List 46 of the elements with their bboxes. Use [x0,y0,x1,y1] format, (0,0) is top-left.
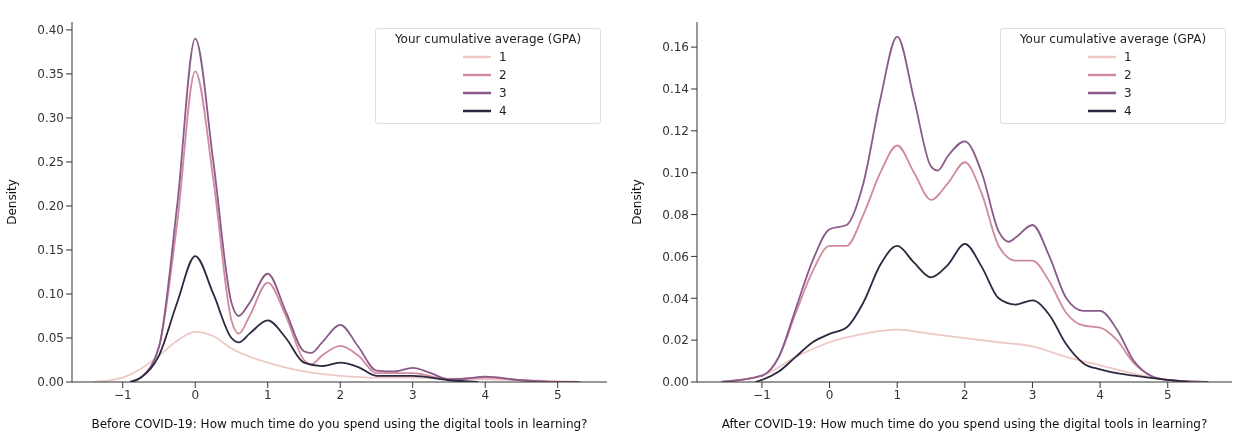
legend-label: 4 [499,104,508,118]
y-axis-title: Density [630,179,645,225]
x-tick-label: 0 [825,387,834,402]
x-tick-label: −1 [753,387,771,402]
legend-label: 3 [1124,86,1133,100]
legend-label: 2 [499,68,508,82]
y-tick-label: 0.20 [37,199,64,214]
y-tick-label: 0.40 [37,23,64,38]
y-tick-label: 0.10 [37,287,64,302]
legend-label: 1 [1124,50,1133,64]
y-tick-label: 0.15 [37,243,64,258]
x-tick-label: 3 [408,387,417,402]
x-tick-label: 4 [1096,387,1104,402]
x-axis-title: After COVID-19: How much time do you spend using the digital tools in learning? [721,417,1208,431]
y-tick-label: 0.16 [662,40,689,55]
legend-label: 2 [1124,68,1133,82]
y-tick-label: 0.08 [662,207,689,222]
x-tick-label: 1 [263,387,272,402]
x-tick-label: 0 [191,387,200,402]
x-tick-label: 3 [1028,387,1037,402]
x-tick-label: 2 [961,387,969,402]
x-tick-label: 5 [553,387,562,402]
legend-label: 3 [499,86,508,100]
y-tick-label: 0.10 [662,165,689,180]
legend-title: Your cumulative average (GPA) [1018,32,1208,46]
legend-label: 4 [1124,104,1133,118]
y-tick-label: 0.30 [37,111,64,126]
y-tick-label: 0.06 [662,249,689,264]
x-tick-label: 5 [1163,387,1172,402]
x-axis-title: Before COVID-19: How much time do you spend using the digital tools in learning? [91,417,588,431]
x-tick-label: −1 [113,387,132,402]
y-tick-label: 0.05 [37,331,64,346]
y-tick-label: 0.25 [37,155,64,170]
y-tick-label: 0.14 [662,82,689,97]
x-tick-label: 4 [481,387,490,402]
y-axis-title: Density [5,179,20,225]
x-tick-label: 1 [893,387,902,402]
legend-title: Your cumulative average (GPA) [393,32,583,46]
y-tick-label: 0.35 [37,67,64,82]
y-tick-label: 0.04 [662,291,689,306]
legend-label: 1 [499,50,508,64]
y-tick-label: 0.12 [662,124,689,139]
y-tick-label: 0.00 [37,375,64,390]
y-tick-label: 0.02 [662,333,689,348]
y-tick-label: 0.00 [662,375,689,390]
x-tick-label: 2 [336,387,345,402]
